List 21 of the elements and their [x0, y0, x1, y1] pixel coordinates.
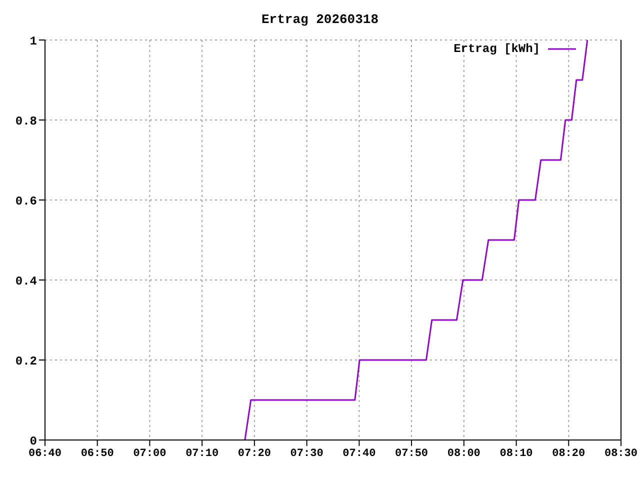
y-tick-label: 1 [30, 34, 37, 48]
x-tick-label: 07:20 [238, 448, 271, 460]
y-tick-label: 0.8 [15, 114, 37, 128]
x-tick-label: 07:40 [342, 448, 376, 460]
x-tick-label: 06:40 [28, 448, 62, 460]
x-tick-label: 07:30 [290, 448, 324, 460]
x-tick-label: 08:20 [552, 448, 586, 460]
x-tick-label: 08:10 [500, 448, 533, 460]
y-tick-label: 0.6 [15, 194, 37, 208]
x-tick-label: 07:00 [133, 448, 166, 460]
legend-label: Ertrag [kWh] [454, 42, 540, 56]
x-tick-label: 06:50 [80, 448, 114, 460]
x-tick-label: 08:00 [447, 448, 480, 460]
x-tick-label: 07:10 [186, 448, 219, 460]
y-tick-label: 0.2 [15, 354, 37, 368]
chart-title: Ertrag 20260318 [260, 12, 380, 27]
y-tick-label: 0.4 [15, 274, 37, 288]
line-series [244, 40, 588, 440]
y-tick-label: 0 [30, 434, 37, 448]
x-tick-label: 08:30 [604, 448, 638, 460]
x-tick-label: 07:50 [395, 448, 428, 460]
